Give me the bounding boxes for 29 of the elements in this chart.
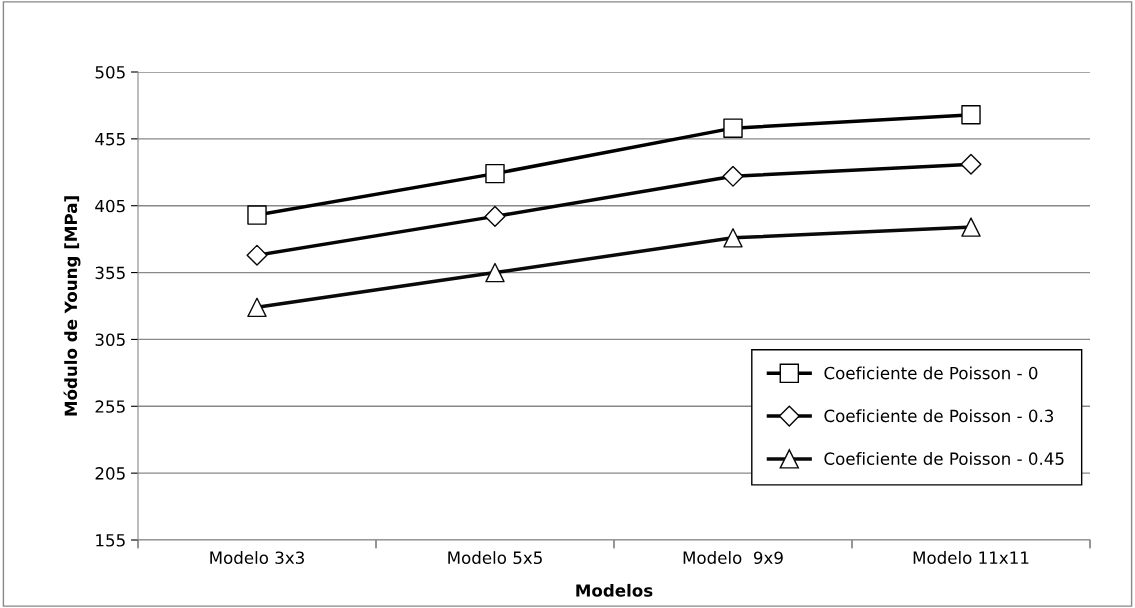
legend-label: Coeficiente de Poisson - 0 [824, 366, 1038, 380]
x-tick-label: Modelo 5x5 [448, 551, 542, 565]
y-tick-label: 355 [95, 266, 125, 280]
point [247, 297, 267, 318]
point [246, 244, 268, 266]
point [723, 228, 743, 248]
x-axis-title: Modelos [576, 583, 653, 597]
point [961, 217, 981, 237]
y-tick-label: 205 [95, 467, 125, 480]
point [723, 118, 743, 138]
y-axis-title: Módulo de Young [MPa] [63, 196, 81, 416]
legend-label: Coeficiente de Poisson - 0.45 [824, 452, 1064, 465]
y-tick-label: 405 [95, 199, 125, 213]
point [961, 105, 981, 125]
x-tick-label: Modelo 11x11 [913, 551, 1029, 565]
point [485, 262, 505, 283]
point [960, 153, 982, 175]
y-tick-label: 155 [96, 534, 125, 547]
point [484, 205, 506, 227]
x-tick-label: Modelo 3x3 [210, 551, 304, 565]
legend-label: Coeficiente de Poisson - 0.3 [824, 409, 1054, 423]
point [485, 163, 505, 184]
y-tick-label: 305 [95, 333, 125, 346]
point [722, 165, 744, 187]
y-tick-label: 255 [95, 400, 125, 413]
point [247, 205, 267, 225]
y-tick-label: 505 [95, 65, 125, 79]
x-tick-label: Modelo 9x9 [683, 551, 783, 565]
y-tick-label: 455 [95, 133, 125, 146]
